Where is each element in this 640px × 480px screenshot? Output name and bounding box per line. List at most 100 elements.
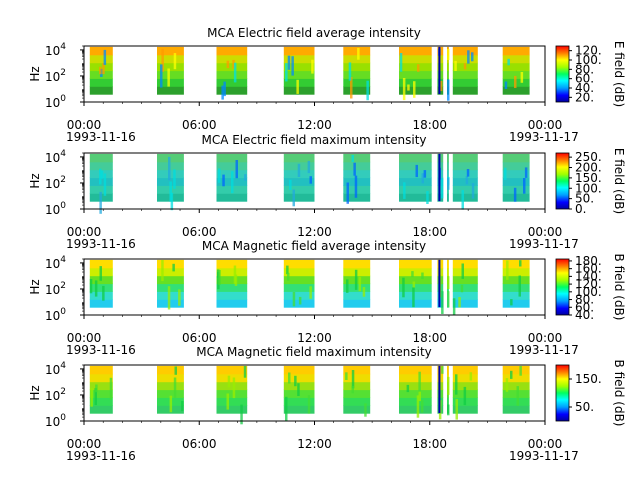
data-segment [437, 46, 444, 95]
spectral-band [216, 397, 248, 406]
spectral-band [452, 283, 478, 292]
spectral-band [216, 259, 248, 269]
y-axis-label: Hz [28, 66, 42, 81]
spectral-band [89, 86, 113, 95]
texture-streak [454, 60, 457, 71]
colorbar-tick-label: 250. [575, 150, 602, 164]
spectral-band [89, 46, 113, 56]
low-intensity-column [438, 365, 441, 414]
texture-streak [173, 169, 176, 189]
texture-streak [291, 56, 294, 76]
x-tick-label: 18:00 [412, 225, 447, 239]
spectral-band [216, 373, 248, 383]
spectral-band [89, 405, 113, 414]
spectral-band [283, 177, 315, 186]
x-tick-label: 06:00 [182, 118, 217, 132]
spectral-band [157, 70, 184, 79]
texture-streak [94, 388, 97, 406]
texture-streak [102, 285, 105, 301]
data-segment [437, 259, 444, 314]
data-segment [157, 259, 184, 310]
texture-streak [455, 374, 458, 395]
texture-streak [167, 286, 171, 310]
y-axis-label: Hz [28, 279, 42, 294]
texture-streak [100, 170, 104, 179]
end-date-label: 1993-11-17 [509, 130, 579, 144]
spectral-band [216, 153, 248, 163]
texture-streak [350, 77, 353, 99]
texture-streak [504, 81, 508, 89]
spectral-band [89, 259, 113, 269]
texture-streak [463, 63, 467, 70]
spectral-band [399, 381, 432, 391]
spectral-band [502, 177, 530, 186]
texture-streak [421, 173, 424, 184]
spectral-band [343, 62, 371, 72]
data-segment [447, 365, 450, 416]
texture-streak [309, 176, 312, 184]
spectral-band [399, 62, 432, 72]
data-segment [343, 259, 371, 308]
spectral-band [447, 153, 449, 163]
spectral-band [452, 153, 478, 163]
spectral-band [157, 283, 184, 292]
texture-streak [519, 260, 522, 267]
texture-streak [233, 265, 237, 284]
data-segment [502, 259, 530, 308]
texture-streak [420, 400, 424, 413]
texture-streak [467, 50, 470, 64]
texture-streak [218, 270, 221, 285]
texture-streak [311, 59, 314, 74]
panel-3: MCA Magnetic field average intensity 100 1… [28, 239, 626, 357]
data-segment [89, 365, 113, 414]
spectral-band [343, 373, 371, 383]
spectral-band [447, 259, 449, 269]
x-tick-label: 00:00 [528, 225, 563, 239]
texture-streak [231, 171, 234, 194]
spectral-band [452, 259, 478, 269]
spectral-band [452, 86, 478, 95]
data-segment [216, 259, 248, 308]
colorbar-gradient [556, 365, 569, 421]
y-axis-label: Hz [28, 173, 42, 188]
spectral-band [89, 389, 113, 398]
texture-streak [289, 179, 292, 190]
texture-streak [506, 260, 509, 280]
spectral-band [89, 161, 113, 171]
spectral-band [343, 299, 371, 308]
spectral-band [216, 267, 248, 277]
spectral-band [216, 299, 248, 308]
spectral-band [216, 78, 248, 87]
texture-streak [358, 276, 362, 292]
texture-streak [447, 276, 450, 290]
spectral-band [399, 365, 432, 375]
spectral-band [283, 54, 315, 64]
data-segment [452, 153, 478, 210]
spectral-band [157, 62, 184, 72]
texture-streak [426, 191, 429, 204]
texture-streak [351, 385, 354, 394]
spectral-band [452, 267, 478, 277]
data-segment [283, 46, 315, 95]
x-tick-label: 00:00 [67, 331, 102, 345]
spectral-band [157, 46, 184, 56]
texture-streak [216, 269, 220, 278]
texture-streak [510, 299, 513, 306]
texture-streak [345, 372, 348, 380]
texture-streak [418, 371, 421, 395]
spectral-band [283, 185, 315, 194]
spectral-band [399, 267, 432, 277]
texture-streak [309, 286, 312, 299]
colorbar-tick-label: 40. [575, 81, 594, 95]
texture-streak [412, 287, 415, 308]
data-segment [343, 153, 371, 204]
colorbar-gradient [556, 259, 569, 315]
spectral-band [283, 283, 315, 292]
data-segment [399, 153, 432, 204]
spectral-band [502, 161, 530, 171]
spectral-band [157, 373, 184, 383]
data-segment [452, 259, 478, 316]
texture-streak [406, 384, 410, 393]
texture-streak [346, 182, 349, 204]
spectral-band [216, 86, 248, 95]
